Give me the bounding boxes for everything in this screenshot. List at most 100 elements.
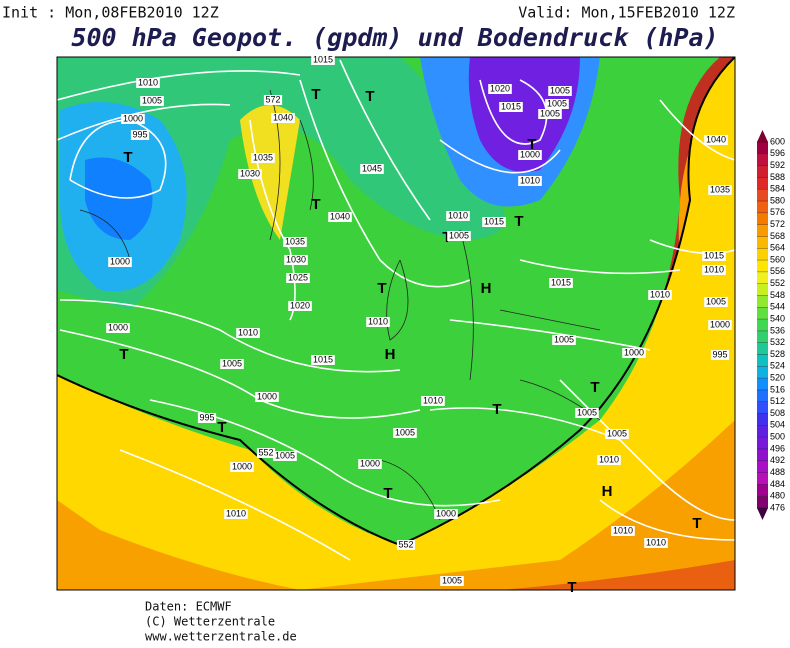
colorbar-cell — [757, 236, 768, 249]
isobar-label: 1010 — [226, 508, 246, 518]
warm-region-3 — [57, 57, 735, 590]
label-bg — [446, 211, 470, 221]
isobar-label: 1010 — [238, 327, 258, 337]
colorbar-label: 508 — [770, 408, 785, 418]
isobar-label: 1015 — [501, 101, 521, 111]
label-bg — [328, 212, 352, 222]
colorbar-cell — [757, 342, 768, 355]
isobar-label: 1015 — [551, 277, 571, 287]
colorbar-label: 580 — [770, 195, 785, 205]
colorbar-cell — [757, 366, 768, 379]
isobar-label: 1035 — [285, 236, 305, 246]
map-frame — [56, 56, 736, 591]
label-bg — [263, 95, 283, 105]
label-bg — [220, 359, 244, 369]
colorbar-cell — [757, 201, 768, 213]
isobar-label: 1000 — [108, 322, 128, 332]
colorbar-cell — [757, 484, 768, 497]
pressure-center: H — [602, 483, 613, 500]
coastlines — [79, 89, 601, 521]
isobar-label: 1040 — [706, 134, 726, 144]
label-bg — [605, 429, 629, 439]
label-bg — [230, 462, 254, 472]
colorbar-cell — [757, 448, 768, 461]
isobar-label: 1010 — [704, 264, 724, 274]
isobar-label: 1020 — [290, 300, 310, 310]
ridge — [240, 105, 300, 240]
label-bg — [702, 251, 726, 261]
label-bg — [434, 509, 458, 519]
pressure-center: T — [692, 515, 701, 532]
colorbar-label: 476 — [770, 502, 785, 512]
colorbar-cell — [757, 271, 768, 284]
colorbar-cell — [757, 413, 768, 426]
colorbar-label: 572 — [770, 219, 785, 229]
isobar-label: 1040 — [273, 112, 293, 122]
label-bg — [545, 99, 569, 109]
pressure-center: T — [123, 149, 132, 166]
label-bg — [396, 540, 416, 550]
pressure-center: T — [311, 196, 320, 213]
colorbar-cell — [757, 460, 768, 473]
label-bg — [447, 231, 471, 241]
colorbar-label: 488 — [770, 467, 785, 477]
isobar-label: 1000 — [110, 256, 130, 266]
colorbar-label: 544 — [770, 302, 785, 312]
label-bg — [273, 451, 297, 461]
label-bg — [256, 448, 276, 458]
isobar-label: 552 — [258, 447, 273, 457]
colorbar-label: 576 — [770, 207, 785, 217]
isobar-label: 572 — [265, 94, 280, 104]
label-bg — [552, 335, 576, 345]
isobar-label: 1005 — [547, 98, 567, 108]
label-bg — [710, 350, 730, 360]
label-bg — [286, 273, 310, 283]
colorbar-label: 532 — [770, 337, 785, 347]
isobar-label: 1005 — [449, 230, 469, 240]
label-bg — [140, 96, 164, 106]
colorbar-label: 500 — [770, 432, 785, 442]
colorbar-cell — [757, 319, 768, 331]
isobar-label: 1010 — [520, 175, 540, 185]
label-bg — [255, 392, 279, 402]
colorbar-cell — [757, 142, 768, 154]
isobar-label: 1010 — [613, 525, 633, 535]
isobar-label: 1020 — [490, 83, 510, 93]
label-bg — [311, 355, 335, 365]
colorbar-cell — [757, 177, 768, 190]
label-bg — [708, 185, 732, 195]
colorbar-label: 552 — [770, 278, 785, 288]
isobar-label: 1010 — [423, 395, 443, 405]
isobar-label: 1005 — [442, 575, 462, 585]
colorbar-label: 516 — [770, 384, 785, 394]
colorbar-cell — [757, 437, 768, 449]
colorbar-arrow — [757, 508, 768, 520]
label-bg — [360, 164, 384, 174]
pressure-center: T — [442, 229, 451, 246]
label-bg — [136, 78, 160, 88]
isobar-label: 1005 — [222, 358, 242, 368]
isobar-label: 1035 — [710, 184, 730, 194]
colorbar-cell — [757, 295, 768, 308]
label-bg — [271, 113, 295, 123]
label-bg — [708, 320, 732, 330]
colorbar-label: 556 — [770, 266, 785, 276]
pressure-center: T — [377, 280, 386, 297]
label-bg — [238, 169, 262, 179]
colorbar-label: 548 — [770, 290, 785, 300]
isobar-label: 1005 — [554, 334, 574, 344]
pressure-center: T — [567, 579, 576, 596]
label-bg — [393, 428, 417, 438]
colorbar-label: 528 — [770, 349, 785, 359]
label-bg — [440, 576, 464, 586]
pressure-center: T — [217, 419, 226, 436]
isobar-label: 1000 — [436, 508, 456, 518]
footer-line: Daten: ECMWF — [145, 600, 232, 614]
label-bg — [597, 455, 621, 465]
pressure-center: H — [481, 280, 492, 297]
label-bg — [611, 526, 635, 536]
label-bg — [288, 301, 312, 311]
colorbar-label: 560 — [770, 254, 785, 264]
contour-552 — [57, 57, 735, 547]
